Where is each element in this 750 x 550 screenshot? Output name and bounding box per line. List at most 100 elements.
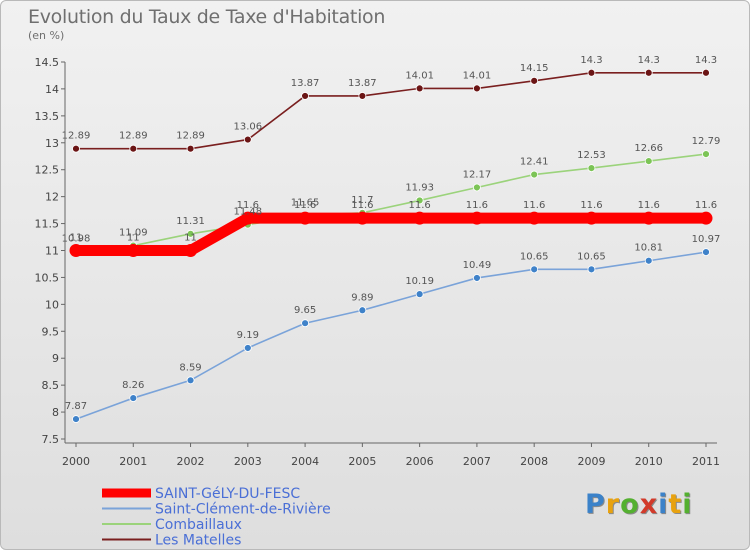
data-label-saint-g-ly-du-fesc: 11.6: [237, 200, 259, 211]
data-point-les-matelles: [72, 144, 80, 153]
logo-letter: o: [620, 489, 640, 520]
data-point-saint-cl-ment-de-rivi-re: [530, 265, 539, 274]
data-label-saint-cl-ment-de-rivi-re: 10.81: [634, 243, 663, 254]
series-layer: [69, 68, 713, 423]
x-tick-label: 2008: [520, 455, 548, 468]
x-tick-label: 2001: [119, 455, 147, 468]
data-label-combaillaux: 12.17: [463, 169, 492, 180]
x-tick-label: 2002: [177, 455, 205, 468]
y-tick-label: 9: [52, 352, 59, 365]
data-point-saint-g-ly-du-fesc: [184, 244, 198, 257]
data-label-saint-cl-ment-de-rivi-re: 10.65: [520, 251, 549, 262]
chart-legend: SAINT-GéLY-DU-FESCSaint-Clément-de-Riviè…: [102, 486, 331, 549]
data-label-saint-cl-ment-de-rivi-re: 8.26: [122, 380, 144, 391]
data-label-les-matelles: 14.3: [580, 55, 602, 66]
y-tick-label: 11.5: [35, 218, 60, 231]
data-point-saint-cl-ment-de-rivi-re: [301, 319, 309, 328]
y-tick-label: 13: [45, 137, 59, 150]
series-line-combaillaux: [75, 153, 707, 253]
data-point-les-matelles: [358, 92, 367, 100]
data-point-combaillaux: [473, 183, 481, 192]
data-label-saint-g-ly-du-fesc: 11: [70, 233, 83, 244]
logo-letter: t: [668, 489, 683, 520]
data-point-les-matelles: [702, 68, 710, 77]
data-point-saint-g-ly-du-fesc: [470, 211, 484, 225]
data-label-saint-g-ly-du-fesc: 11: [127, 233, 140, 244]
data-label-saint-g-ly-du-fesc: 11.6: [523, 200, 545, 211]
data-label-combaillaux: 11.65: [291, 197, 320, 208]
logo-letter: i: [682, 489, 693, 520]
y-tick-label: 13.5: [35, 110, 60, 123]
data-label-saint-g-ly-du-fesc: 11.6: [695, 200, 717, 211]
data-point-les-matelles: [243, 135, 252, 144]
x-tick-label: 2000: [62, 455, 90, 468]
data-point-combaillaux: [587, 164, 596, 172]
x-tick-label: 2006: [406, 455, 434, 468]
data-point-saint-cl-ment-de-rivi-re: [72, 415, 80, 423]
data-point-les-matelles: [587, 68, 596, 77]
data-point-les-matelles: [129, 144, 138, 153]
chart-axes: 7.588.599.51010.51111.51212.51313.51414.…: [35, 56, 721, 468]
data-label-les-matelles: 13.06: [233, 122, 262, 133]
data-point-saint-cl-ment-de-rivi-re: [186, 376, 195, 385]
y-tick-label: 8.5: [42, 379, 60, 392]
data-label-combaillaux: 10.98: [62, 234, 91, 245]
data-label-saint-cl-ment-de-rivi-re: 10.19: [405, 276, 434, 287]
y-tick-label: 10.5: [35, 271, 60, 284]
logo-letter: P: [585, 489, 606, 520]
data-label-combaillaux: 11.48: [233, 207, 262, 218]
data-point-les-matelles: [415, 84, 424, 93]
data-point-saint-cl-ment-de-rivi-re: [129, 394, 138, 402]
data-label-saint-g-ly-du-fesc: 11.6: [580, 200, 602, 211]
legend-label-les-matelles: Les Matelles: [155, 533, 241, 549]
data-point-les-matelles: [301, 92, 309, 100]
data-labels-layer: 12.89 12.89 12.89 13.06 13.87 13.87 14.01 14.01…: [62, 55, 721, 412]
x-tick-label: 2009: [577, 455, 605, 468]
data-label-saint-cl-ment-de-rivi-re: 9.19: [237, 330, 259, 341]
data-label-saint-cl-ment-de-rivi-re: 10.97: [692, 234, 721, 245]
series-line-saint-cl-ment-de-rivi-re: [75, 251, 707, 420]
data-point-saint-g-ly-du-fesc: [584, 211, 598, 225]
x-tick-label: 2007: [463, 455, 491, 468]
data-point-saint-cl-ment-de-rivi-re: [702, 248, 710, 257]
series-line-les-matelles: [76, 71, 706, 150]
data-label-combaillaux: 11.31: [176, 216, 205, 227]
data-point-saint-cl-ment-de-rivi-re: [243, 344, 252, 352]
data-label-combaillaux: 12.66: [634, 143, 663, 154]
data-label-les-matelles: 13.87: [291, 78, 320, 89]
data-point-saint-cl-ment-de-rivi-re: [644, 256, 653, 265]
data-point-combaillaux: [702, 150, 710, 158]
y-tick-label: 7.5: [42, 433, 60, 446]
data-point-saint-g-ly-du-fesc: [355, 211, 369, 225]
series-line-saint-g-ly-du-fesc: [76, 212, 706, 256]
y-tick-label: 8: [52, 406, 59, 419]
data-label-combaillaux: 12.53: [577, 150, 606, 161]
chart-unit-label: (en %): [28, 29, 65, 42]
y-tick-label: 12.5: [35, 164, 60, 177]
y-tick-label: 14.5: [35, 56, 60, 69]
data-point-combaillaux: [530, 170, 539, 179]
x-tick-label: 2003: [234, 455, 262, 468]
data-point-les-matelles: [530, 76, 539, 85]
data-label-combaillaux: 12.41: [520, 157, 549, 168]
data-point-saint-cl-ment-de-rivi-re: [415, 290, 424, 299]
data-label-saint-g-ly-du-fesc: 11: [184, 233, 197, 244]
y-tick-label: 14: [45, 83, 59, 96]
data-point-combaillaux: [186, 229, 195, 238]
data-label-les-matelles: 14.01: [405, 70, 434, 81]
data-label-les-matelles: 12.89: [62, 131, 91, 142]
x-tick-label: 2011: [692, 455, 720, 468]
y-tick-label: 9.5: [42, 325, 60, 338]
data-label-les-matelles: 12.89: [176, 131, 205, 142]
logo-letter: x: [639, 489, 659, 520]
data-label-saint-cl-ment-de-rivi-re: 8.59: [179, 362, 201, 373]
data-label-saint-cl-ment-de-rivi-re: 9.65: [294, 305, 316, 316]
data-label-saint-g-ly-du-fesc: 11.6: [409, 200, 431, 211]
logo-letter: r: [605, 489, 621, 520]
data-point-saint-cl-ment-de-rivi-re: [473, 274, 481, 282]
data-point-saint-cl-ment-de-rivi-re: [587, 265, 596, 274]
data-point-les-matelles: [473, 84, 481, 93]
data-point-saint-g-ly-du-fesc: [699, 211, 713, 225]
